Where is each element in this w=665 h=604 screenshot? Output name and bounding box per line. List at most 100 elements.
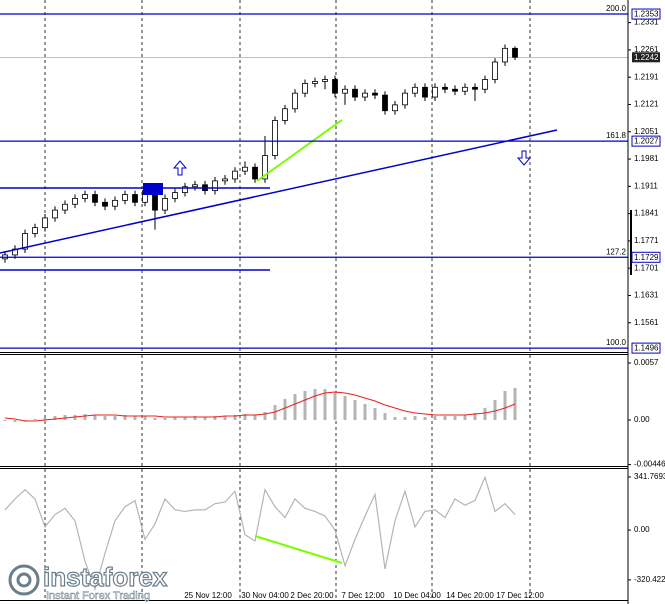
y-tick-label: 1.1561 [634,318,659,327]
candle-body [362,92,368,98]
y-tick-label: 1.1981 [634,154,659,163]
y-tick-label: 1.1631 [634,291,659,300]
logo-icon [16,572,32,588]
candle-body [162,198,168,211]
x-tick-label: 7 Dec 12:00 [341,591,385,600]
logo: instaforex Instant Forex Trading [8,561,168,602]
candle-body [122,194,128,201]
candle-body [312,81,318,84]
candle-body [442,86,448,90]
candle-body [42,217,48,229]
candle-body [72,198,78,205]
candle-body [492,61,498,80]
histogram-bar [173,417,177,420]
logo-icon [8,564,40,596]
fib-label: 127.2 [606,247,627,256]
histogram-bar [223,416,227,420]
histogram-bar [43,418,47,420]
histogram-bar [123,415,127,420]
y-tick-label: -0.00446 [634,460,665,469]
histogram-bar [263,412,267,420]
candle-body [402,92,408,106]
up-arrow [172,160,188,176]
y-tick-label: 1.2261 [634,45,659,54]
x-tick-label: 2 Dec 20:00 [290,591,334,600]
y-tick-label: 0.00 [634,415,650,424]
candle-body [32,227,38,234]
candle-body [232,170,238,180]
y-tick-label: 1.1701 [634,263,659,272]
y-tick-label: 1.1771 [634,236,659,245]
price-box [631,8,661,20]
x-tick-label: 30 Nov 04:00 [241,591,289,600]
drawings [0,13,628,564]
histogram-bar [103,416,107,420]
candle-body [382,94,388,112]
candle-body [92,194,98,203]
x-tick-label: 17 Dec 12:00 [496,591,544,600]
candle-body [192,184,198,188]
y-tick-label: 1.2331 [634,18,659,27]
histogram-bar [113,416,117,420]
candle-body [432,86,438,98]
histogram-bar [403,417,407,420]
x-tick-label: 10 Dec 04:00 [393,591,441,600]
histogram-bar [373,408,377,420]
candle-body [52,209,58,219]
candle-body [372,92,378,96]
candle-body [422,86,428,98]
candle-body [472,86,478,90]
histogram-bar [143,416,147,420]
histogram-bar [313,389,317,420]
last-price-label: 1.2242 [634,53,659,62]
divergence-line [254,535,343,564]
candle-body [272,120,278,156]
histogram-bar [283,399,287,420]
price-box-label: 1.1729 [634,253,659,262]
candle-body [212,180,218,192]
candle-body [22,233,28,250]
candle-body [462,86,468,92]
candle-body [482,79,488,90]
fib-label: 200.0 [606,4,627,13]
histogram-bar [433,416,437,420]
candle-body [252,166,258,180]
histogram-bar [53,416,57,420]
candle-body [62,203,68,211]
trend-line [0,129,558,254]
candle-body [332,79,338,94]
histogram-bar [303,391,307,420]
y-tick-label: 1.1841 [634,209,659,218]
price-box-label: 1.2353 [634,10,659,19]
y-tick-label: 341.7693 [634,472,665,481]
histogram-bar [483,408,487,420]
y-tick-label: 1.2051 [634,127,659,136]
signal-line [4,391,516,422]
y-tick-label: -320.422 [634,575,665,584]
histogram-bar [163,418,167,420]
data [0,44,628,592]
histogram-bar [153,418,157,420]
histogram-bar [133,416,137,420]
histogram-bar [203,417,207,420]
down-arrow [516,150,532,166]
price-box [631,135,661,147]
histogram-bar [473,413,477,420]
candle-body [302,83,308,94]
histogram-bar [393,417,397,420]
fib-label: 100.0 [606,338,627,347]
indicator-line [4,475,516,592]
histogram-bar [493,400,497,420]
last-price-box [632,52,660,63]
histogram-bar [453,416,457,420]
candle-body [102,201,108,207]
histogram-bar [333,393,337,420]
histogram-bar [293,394,297,420]
candle-body [412,86,418,94]
histogram-bar [413,416,417,420]
candle-body [132,194,138,203]
candle-body [502,47,508,63]
